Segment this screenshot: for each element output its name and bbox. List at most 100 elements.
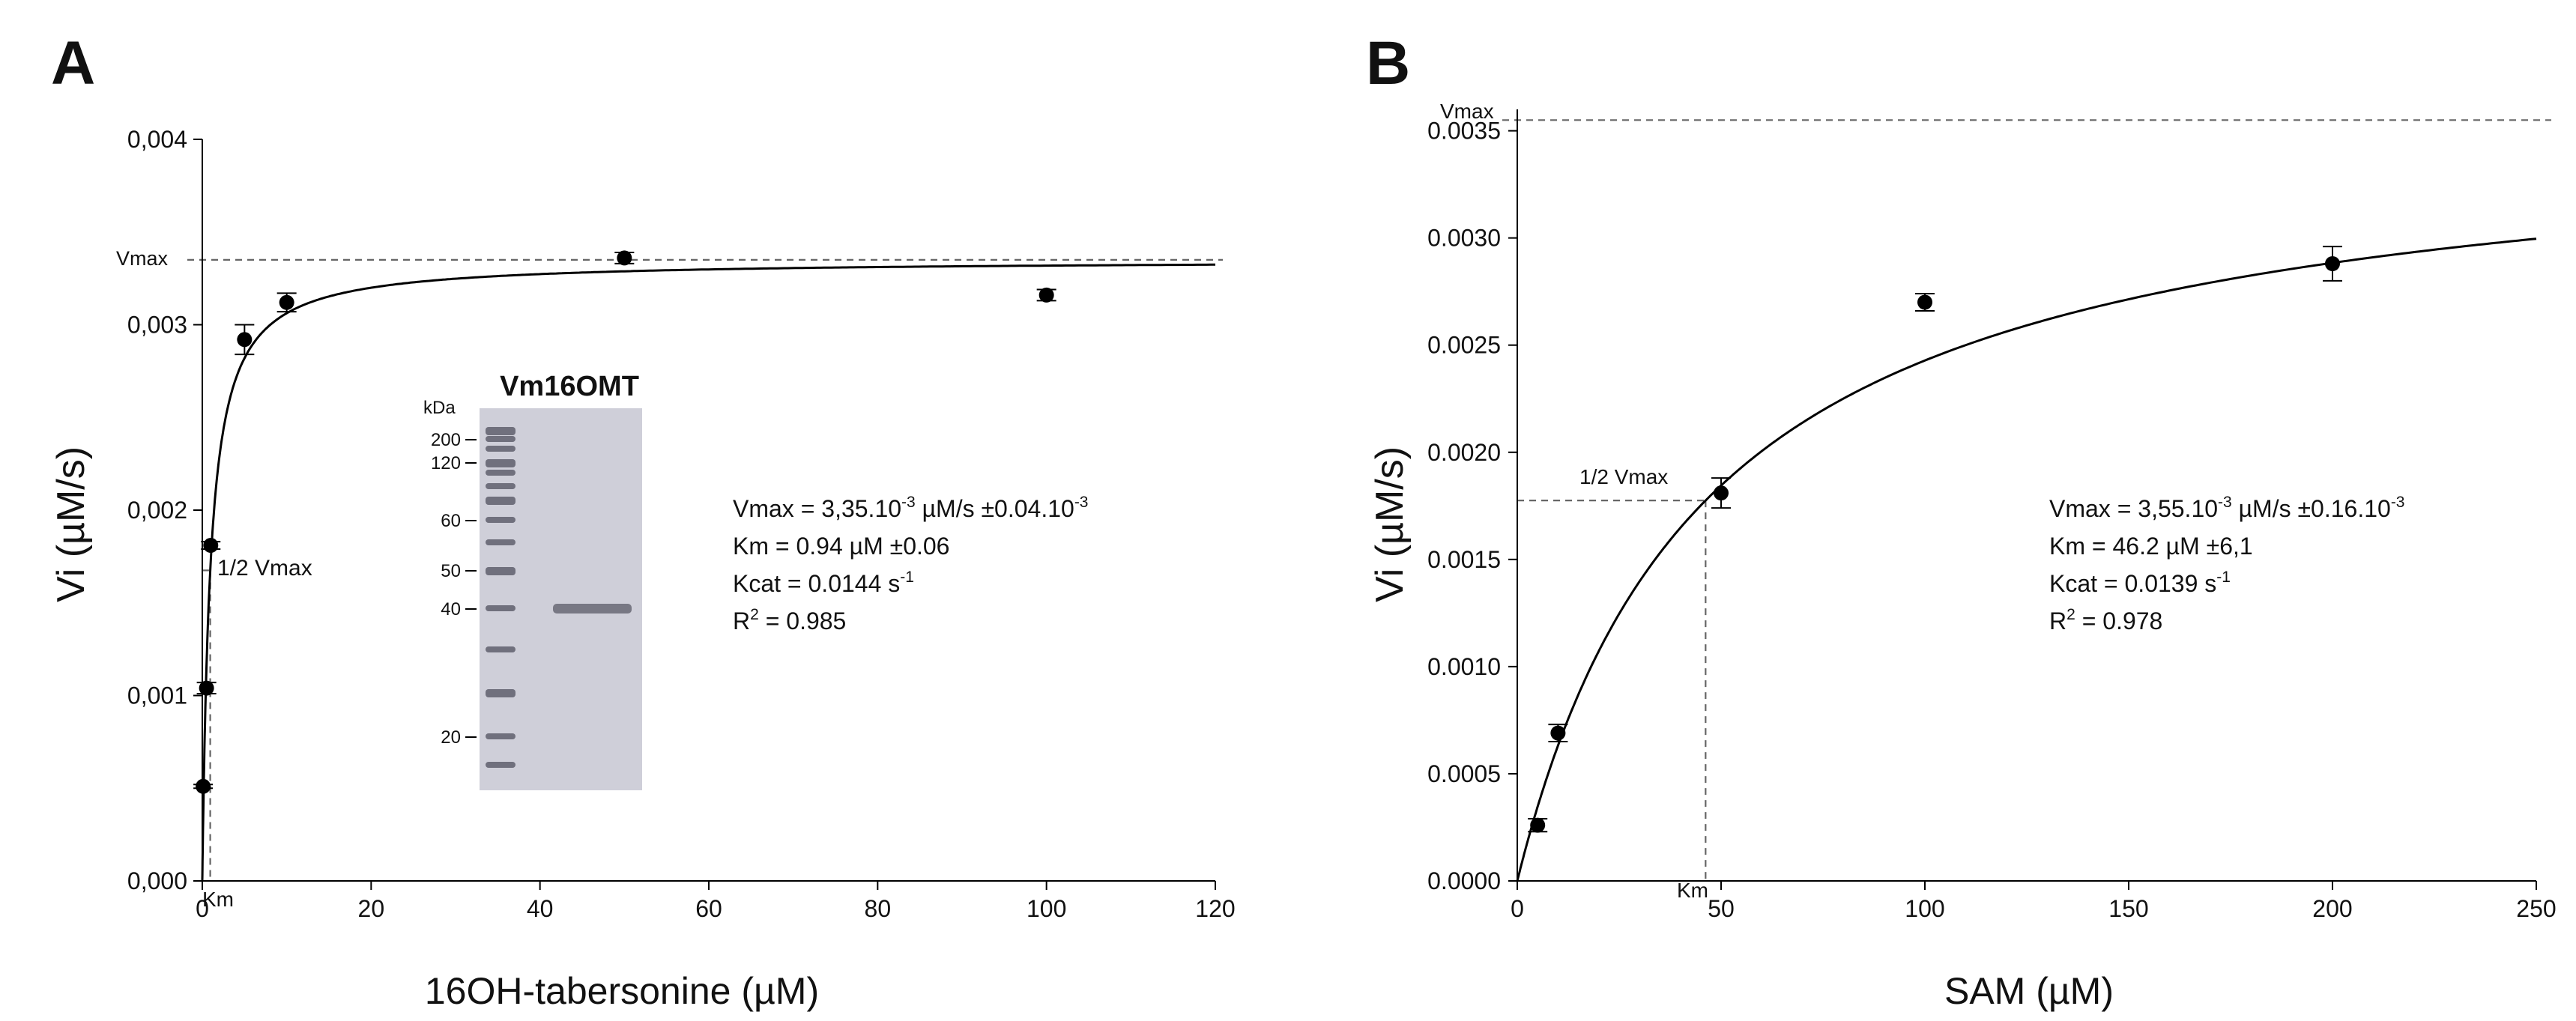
panel-a-stat-km: Km = 0.94 µM ±0.06 — [733, 533, 949, 560]
stat-text: R — [733, 608, 750, 634]
gel-ladder-band — [486, 539, 515, 545]
data-point — [1714, 485, 1729, 501]
panel-a-stat-r2: R2 = 0.985 — [733, 606, 846, 634]
panel-a: A 0,000 0,001 0,002 0,003 0,004 0 20 40 60 80 100 1… — [49, 29, 1236, 1012]
gel-ladder-band — [486, 483, 515, 489]
x-tick-label: 0 — [196, 895, 209, 922]
stat-text: Kcat = 0.0144 s — [733, 570, 900, 597]
stat-superscript: 2 — [750, 606, 759, 623]
x-tick-label: 60 — [695, 895, 722, 922]
panel-b-axes: 0.0000 0.0005 0.0010 0.0015 0.0020 0.0025 0.00… — [1427, 109, 2557, 922]
panel-a-fit — [201, 263, 1215, 881]
y-tick-label: 0.0025 — [1427, 332, 1501, 359]
x-tick-label: 20 — [358, 895, 385, 922]
data-point — [203, 538, 219, 554]
panel-b-stat-kcat: Kcat = 0.0139 s-1 — [2049, 569, 2231, 597]
gel-ladder — [486, 427, 515, 768]
gel-ladder-band — [486, 646, 515, 652]
y-tick-label: 0.0015 — [1427, 546, 1501, 573]
panel-b-points — [1528, 246, 2342, 833]
gel-marker-label: 120 — [431, 453, 461, 473]
x-tick-label: 120 — [1195, 895, 1235, 922]
stat-text: Vmax = 3,35.10 — [733, 495, 901, 522]
panel-a-points — [193, 250, 1056, 794]
gel-ladder-band — [486, 762, 515, 768]
x-tick-label: 80 — [865, 895, 892, 922]
panel-b-stats: Vmax = 3,55.10-3 µM/s ±0.16.10-3 Km = 46… — [2049, 494, 2405, 634]
data-point — [1917, 294, 1932, 310]
stat-superscript: 2 — [2066, 606, 2075, 623]
stat-superscript: -1 — [900, 569, 914, 586]
panel-a-vmax-label: Vmax — [116, 247, 169, 270]
stat-text: Kcat = 0.0139 s — [2049, 570, 2216, 597]
data-point — [199, 680, 214, 696]
y-tick-label: 0,002 — [127, 497, 187, 524]
y-tick-label: 0,001 — [127, 682, 187, 709]
panel-b: B 0.00000.00050.00100.00150.00200.00250.… — [1366, 29, 2557, 1012]
gel-ladder-band — [486, 427, 515, 435]
gel-ladder-band — [486, 733, 515, 739]
y-tick-label: 0.0020 — [1427, 439, 1501, 466]
data-point — [617, 250, 632, 266]
stat-superscript: -3 — [1074, 494, 1089, 511]
gel-ladder-band — [486, 470, 515, 476]
data-point — [1038, 287, 1054, 303]
data-point — [1530, 817, 1546, 833]
x-tick-label: 100 — [1027, 895, 1066, 922]
gel-ladder-band — [486, 459, 515, 467]
data-point — [2325, 256, 2340, 271]
x-tick-label: 50 — [1708, 895, 1735, 922]
panel-b-y-axis-title: Vi (µM/s) — [1368, 446, 1412, 602]
data-point — [237, 332, 253, 348]
stat-text: R — [2049, 608, 2066, 634]
stat-text: Km = 0.94 µM ±0.06 — [733, 533, 949, 560]
panel-b-stat-vmax: Vmax = 3,55.10-3 µM/s ±0.16.10-3 — [2049, 494, 2405, 522]
x-tick-label: 100 — [1905, 895, 1944, 922]
gel-marker-label: 40 — [441, 599, 461, 619]
panel-b-fit — [1516, 237, 2537, 882]
gel-ladder-band — [486, 567, 515, 575]
gel-unit-label: kDa — [423, 398, 456, 418]
gel-marker-label: 20 — [441, 727, 461, 748]
y-tick-label: 0,003 — [127, 312, 187, 339]
panel-a-y-axis-title: Vi (µM/s) — [49, 446, 93, 602]
panel-a-km-label: Km — [202, 888, 234, 911]
gel-ladder-band — [486, 436, 515, 442]
y-tick-label: 0,004 — [127, 126, 187, 153]
y-tick-label: 0,000 — [127, 867, 187, 894]
panel-a-stat-kcat: Kcat = 0.0144 s-1 — [733, 569, 914, 597]
panel-b-x-axis-title: SAM (µM) — [1944, 970, 2114, 1012]
x-tick-label: 0 — [1511, 895, 1524, 922]
panel-a-stat-vmax: Vmax = 3,35.10-3 µM/s ±0.04.10-3 — [733, 494, 1089, 522]
x-tick-label: 40 — [527, 895, 554, 922]
panel-b-km-label: Km — [1677, 879, 1708, 902]
panel-a-x-axis-title: 16OH-tabersonine (µM) — [425, 970, 819, 1012]
y-tick-label: 0.0030 — [1427, 225, 1501, 252]
data-point — [279, 294, 294, 310]
stat-text: µM/s ±0.04.10 — [916, 495, 1074, 522]
gel-ladder-band — [486, 605, 515, 611]
x-tick-label: 200 — [2312, 895, 2352, 922]
panel-b-label: B — [1366, 29, 1410, 97]
stat-text: = 0.985 — [759, 608, 847, 634]
y-tick-label: 0.0005 — [1427, 760, 1501, 787]
gel-inset: Vm16OMT kDa 200 120 60 50 40 20 — [423, 371, 642, 790]
stat-text: Vmax = 3,55.10 — [2049, 495, 2218, 522]
gel-inset-title: Vm16OMT — [500, 371, 639, 402]
panel-a-guides — [187, 258, 1223, 881]
gel-marker-labels: 200 120 60 50 40 20 — [431, 430, 477, 748]
gel-protein-band — [553, 604, 632, 613]
stat-text: = 0.978 — [2075, 608, 2163, 634]
gel-ladder-band — [486, 497, 515, 505]
stat-superscript: -3 — [2218, 494, 2232, 511]
stat-superscript: -3 — [2391, 494, 2405, 511]
data-point — [1550, 725, 1566, 741]
stat-superscript: -1 — [2216, 569, 2231, 586]
stat-text: Km = 46.2 µM ±6,1 — [2049, 533, 2253, 560]
y-tick-label: 0.0000 — [1427, 867, 1501, 894]
data-point — [196, 778, 211, 794]
gel-marker-label: 200 — [431, 430, 461, 450]
y-tick-label: 0.0010 — [1427, 653, 1501, 680]
panel-b-guides — [1502, 119, 2551, 881]
